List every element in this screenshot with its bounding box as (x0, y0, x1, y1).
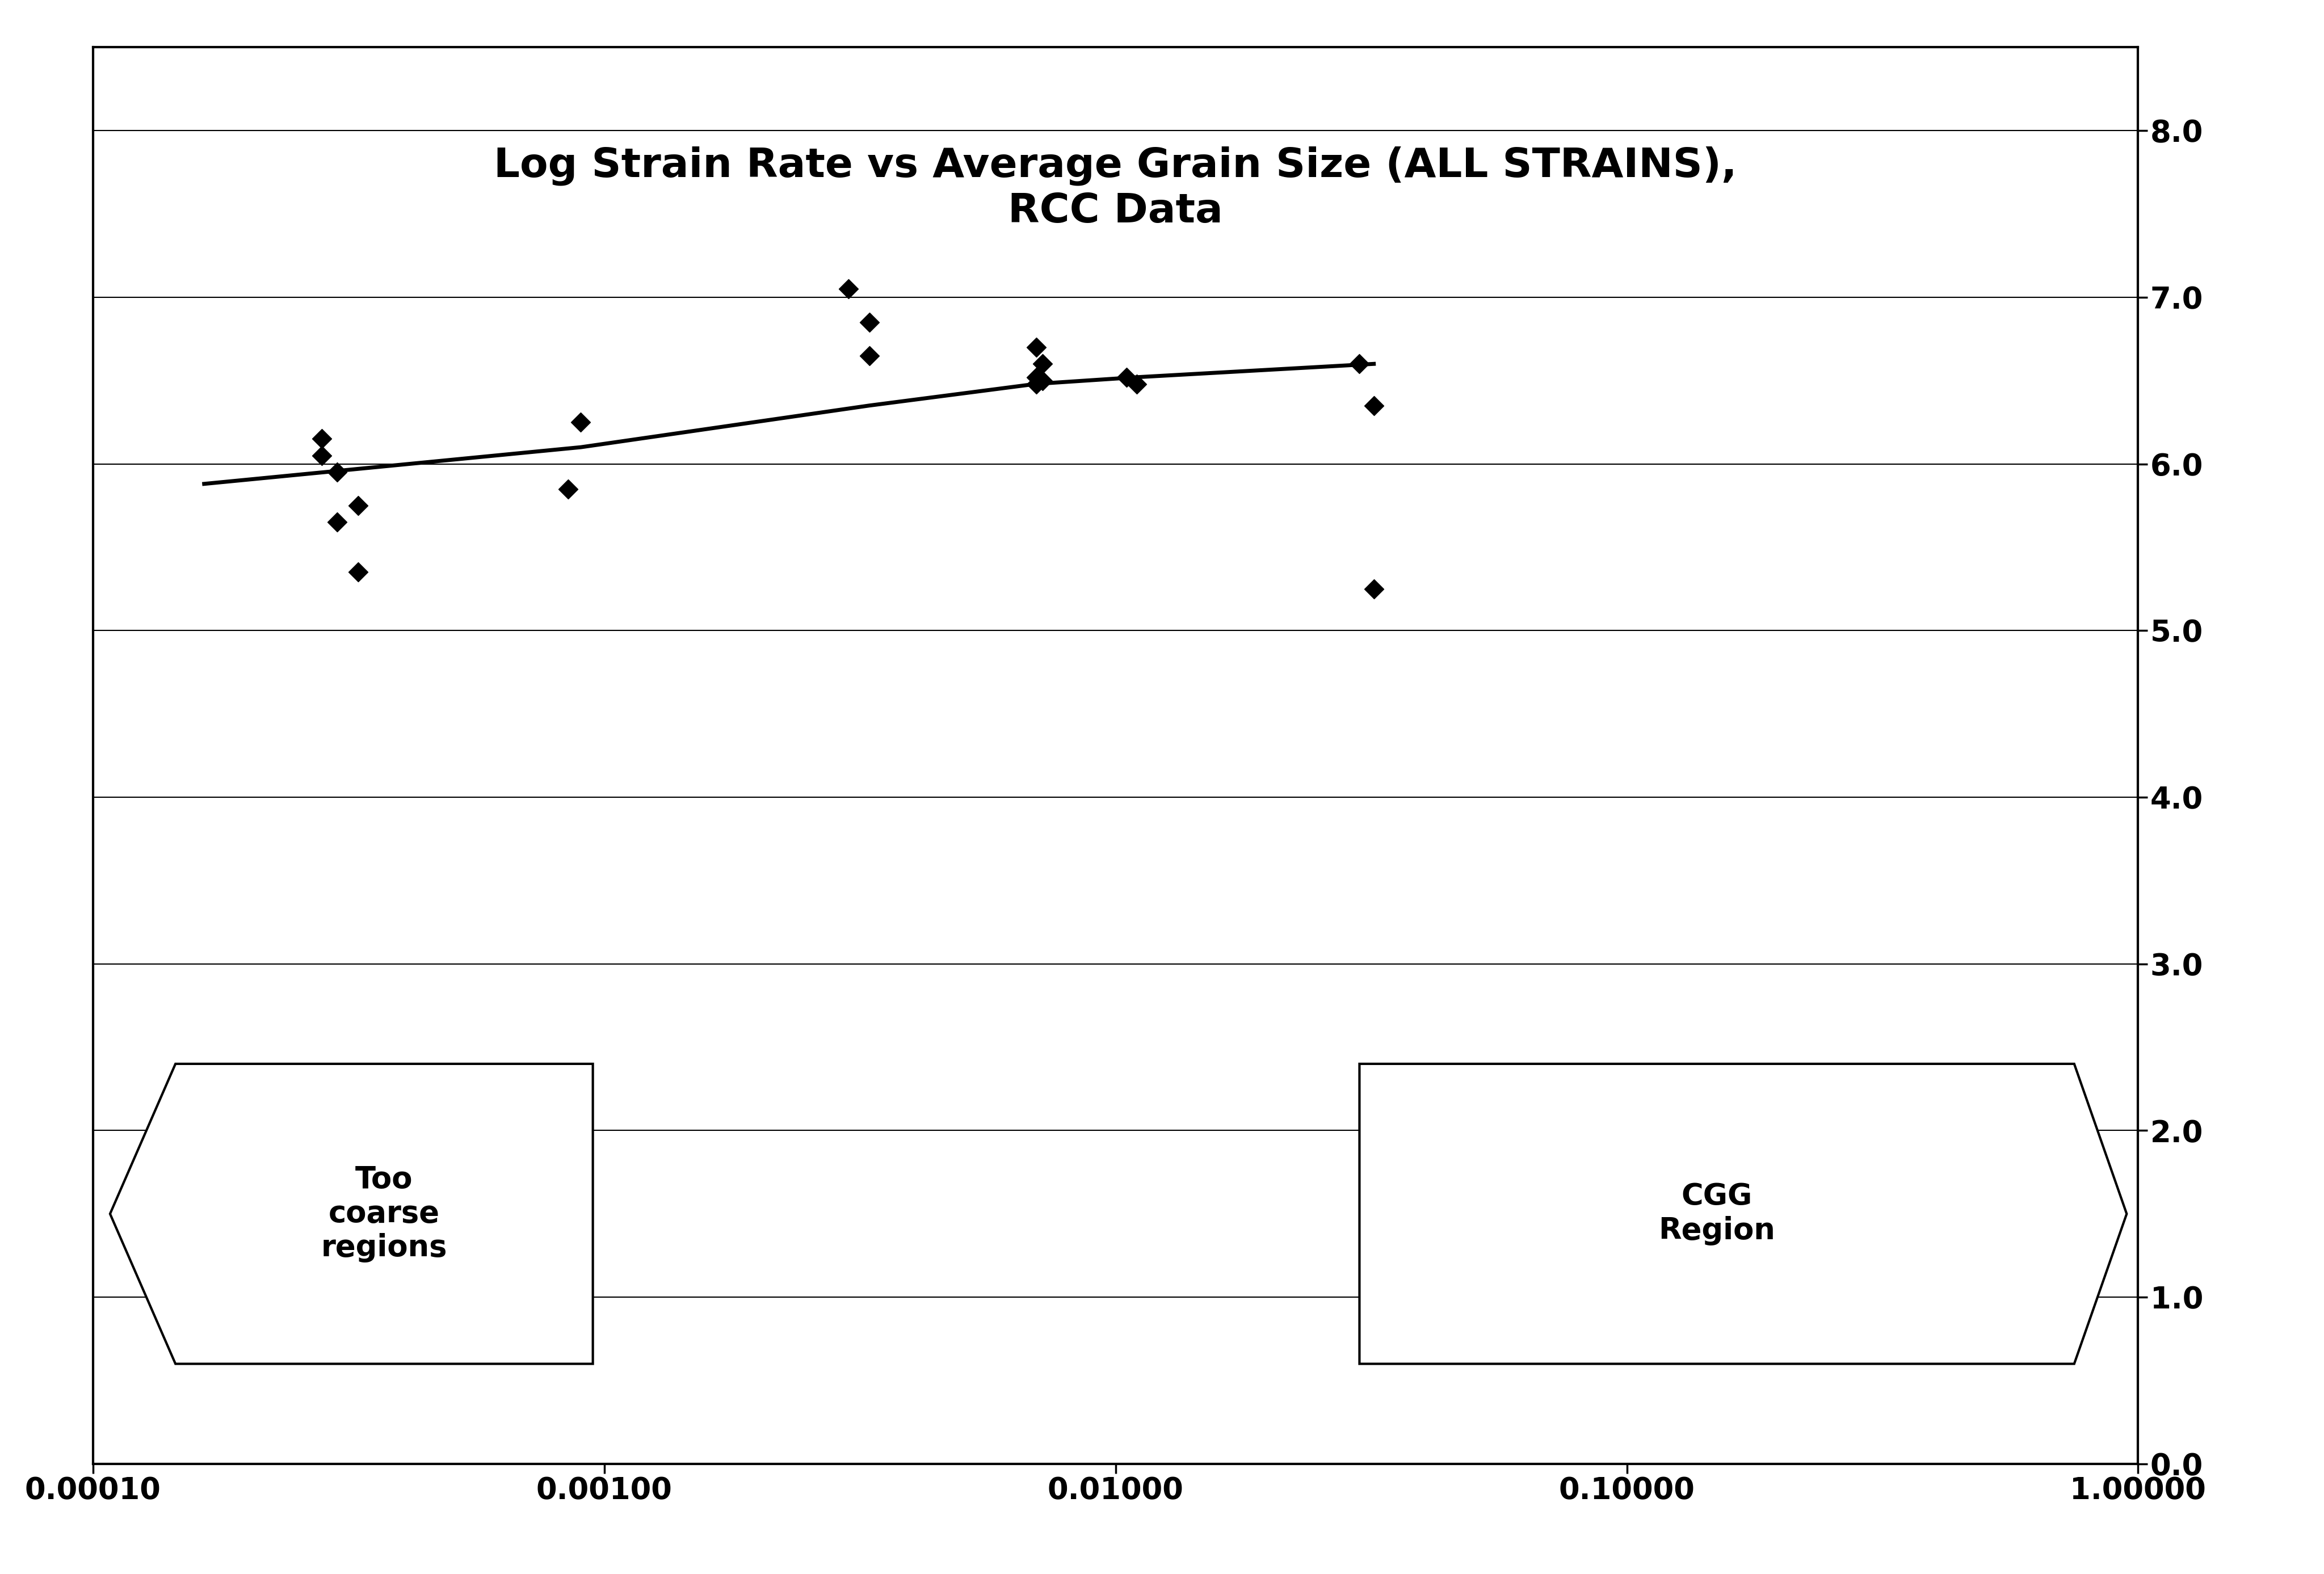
Point (1341, 351, 1378, 376)
Polygon shape (1360, 1064, 2126, 1363)
Point (562, 409, 600, 434)
Point (1025, 351, 1062, 376)
Point (302, 442, 339, 467)
Point (830, 277, 867, 302)
Text: CGG
Region: CGG Region (1659, 1182, 1776, 1245)
Point (339, 493, 376, 518)
Point (318, 510, 356, 535)
Point (302, 427, 339, 452)
Point (851, 343, 888, 368)
Point (1355, 576, 1392, 601)
Point (1018, 371, 1055, 397)
Point (339, 560, 376, 586)
Point (1109, 365, 1146, 390)
Polygon shape (109, 1064, 593, 1363)
Point (1118, 371, 1155, 397)
Point (1355, 394, 1392, 419)
Text: Log Strain Rate vs Average Grain Size (ALL STRAINS),
RCC Data: Log Strain Rate vs Average Grain Size (A… (495, 146, 1736, 231)
Point (1018, 365, 1055, 390)
Point (1025, 368, 1062, 394)
Point (318, 460, 356, 485)
Point (1018, 335, 1055, 360)
Point (548, 477, 586, 502)
Text: Too
coarse
regions: Too coarse regions (321, 1165, 446, 1262)
Point (851, 310, 888, 335)
